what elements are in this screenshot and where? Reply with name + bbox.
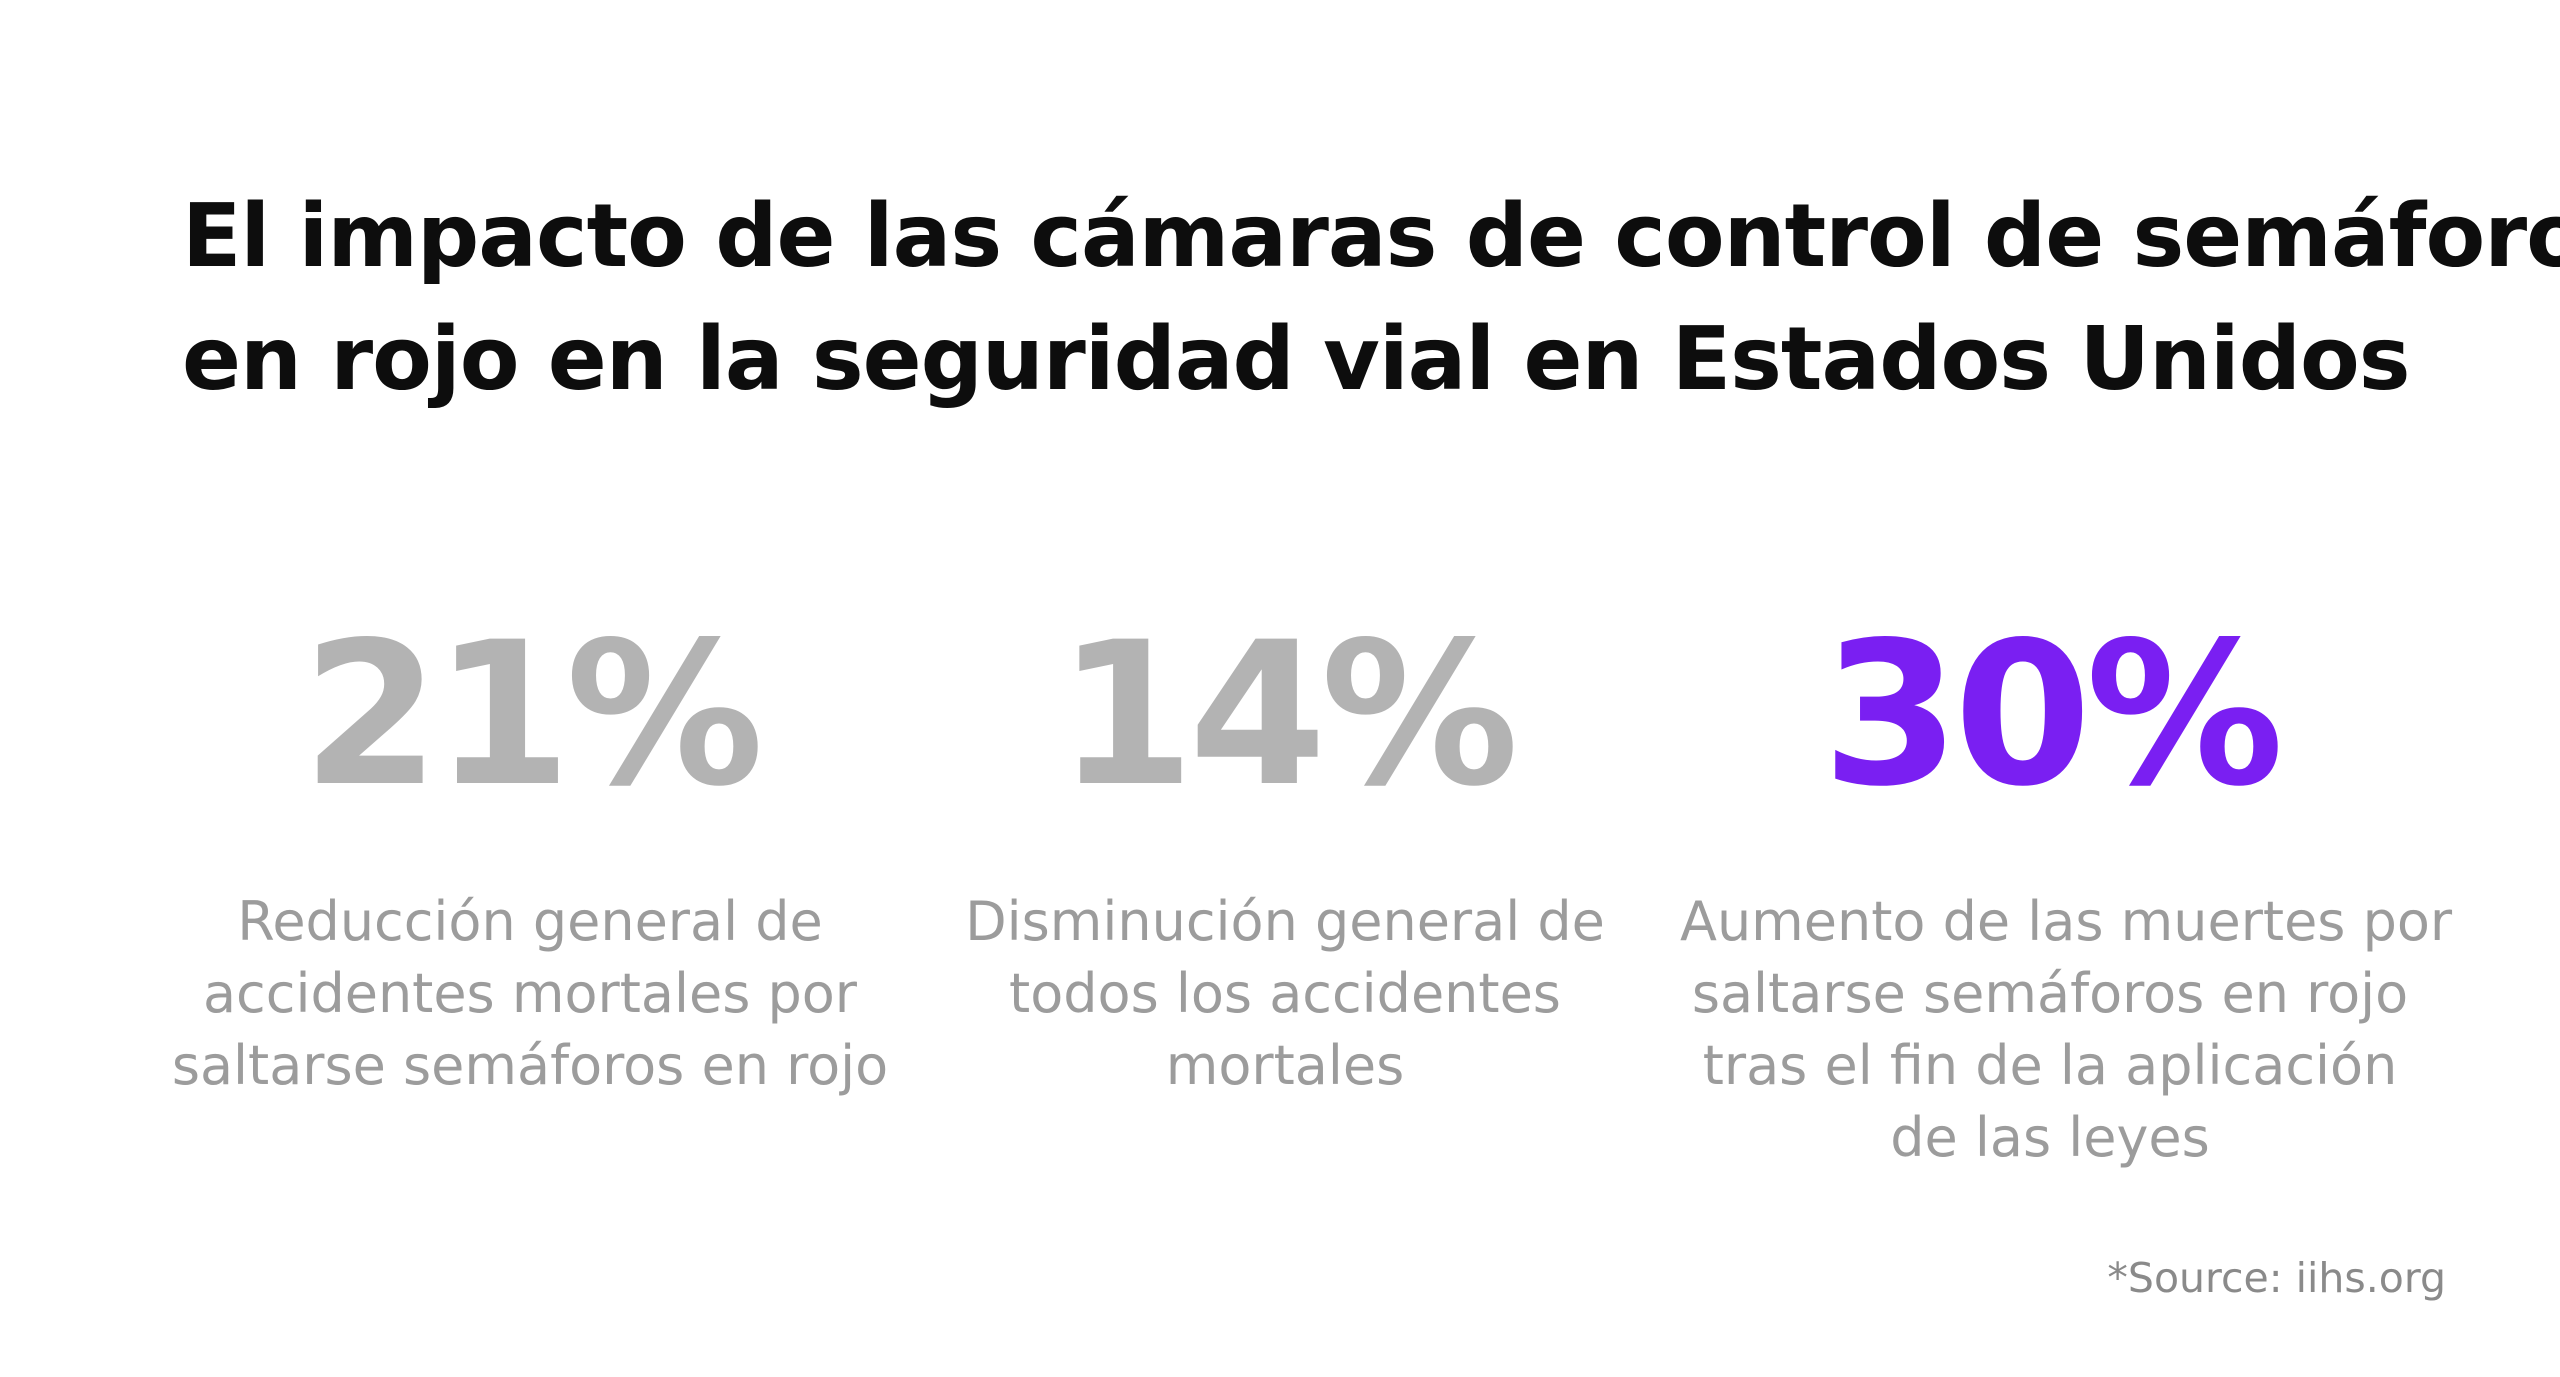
stat-description-1: Reducción general de accidentes mortales… [160,886,900,1102]
stat-2-desc-line-1: Disminución general de [965,890,1605,953]
stat-2-desc-line-2: todos los accidentes [1009,962,1561,1025]
stat-card-1: 21% Reducción general de accidentes mort… [160,610,900,1102]
stat-3-desc-line-3: tras el fin de la aplicación [1702,1034,2398,1097]
stat-description-3: Aumento de las muertes por saltarse semá… [1680,886,2453,1174]
title-line-1: El impacto de las cámaras de control de … [182,185,2560,287]
stat-3-desc-line-2: saltarse semáforos en rojo [1691,962,2409,1025]
stat-card-3: 30% Aumento de las muertes por saltarse … [1680,599,2453,1174]
stat-value-3: 30% [1822,599,2284,830]
page-title: El impacto de las cámaras de control de … [182,175,2560,421]
stat-value-1: 21% [302,599,764,830]
stat-1-desc-line-1: Reducción general de [237,890,823,953]
stat-description-2: Disminución general de todos los acciden… [915,886,1655,1102]
stat-3-desc-line-1: Aumento de las muertes por [1680,890,2453,953]
stat-value-2: 14% [1057,599,1519,830]
title-line-2: en rojo en la seguridad vial en Estados … [182,308,2411,410]
stats-row: 21% Reducción general de accidentes mort… [0,610,2560,1210]
stat-1-desc-line-3: saltarse semáforos en rojo [171,1034,889,1097]
source-note: *Source: iihs.org [2107,1254,2446,1302]
stat-3-desc-line-4: de las leyes [1890,1106,2210,1169]
stat-1-desc-line-2: accidentes mortales por [202,962,858,1025]
stat-card-2: 14% Disminución general de todos los acc… [915,610,1655,1102]
stat-2-desc-line-3: mortales [1165,1034,1405,1097]
